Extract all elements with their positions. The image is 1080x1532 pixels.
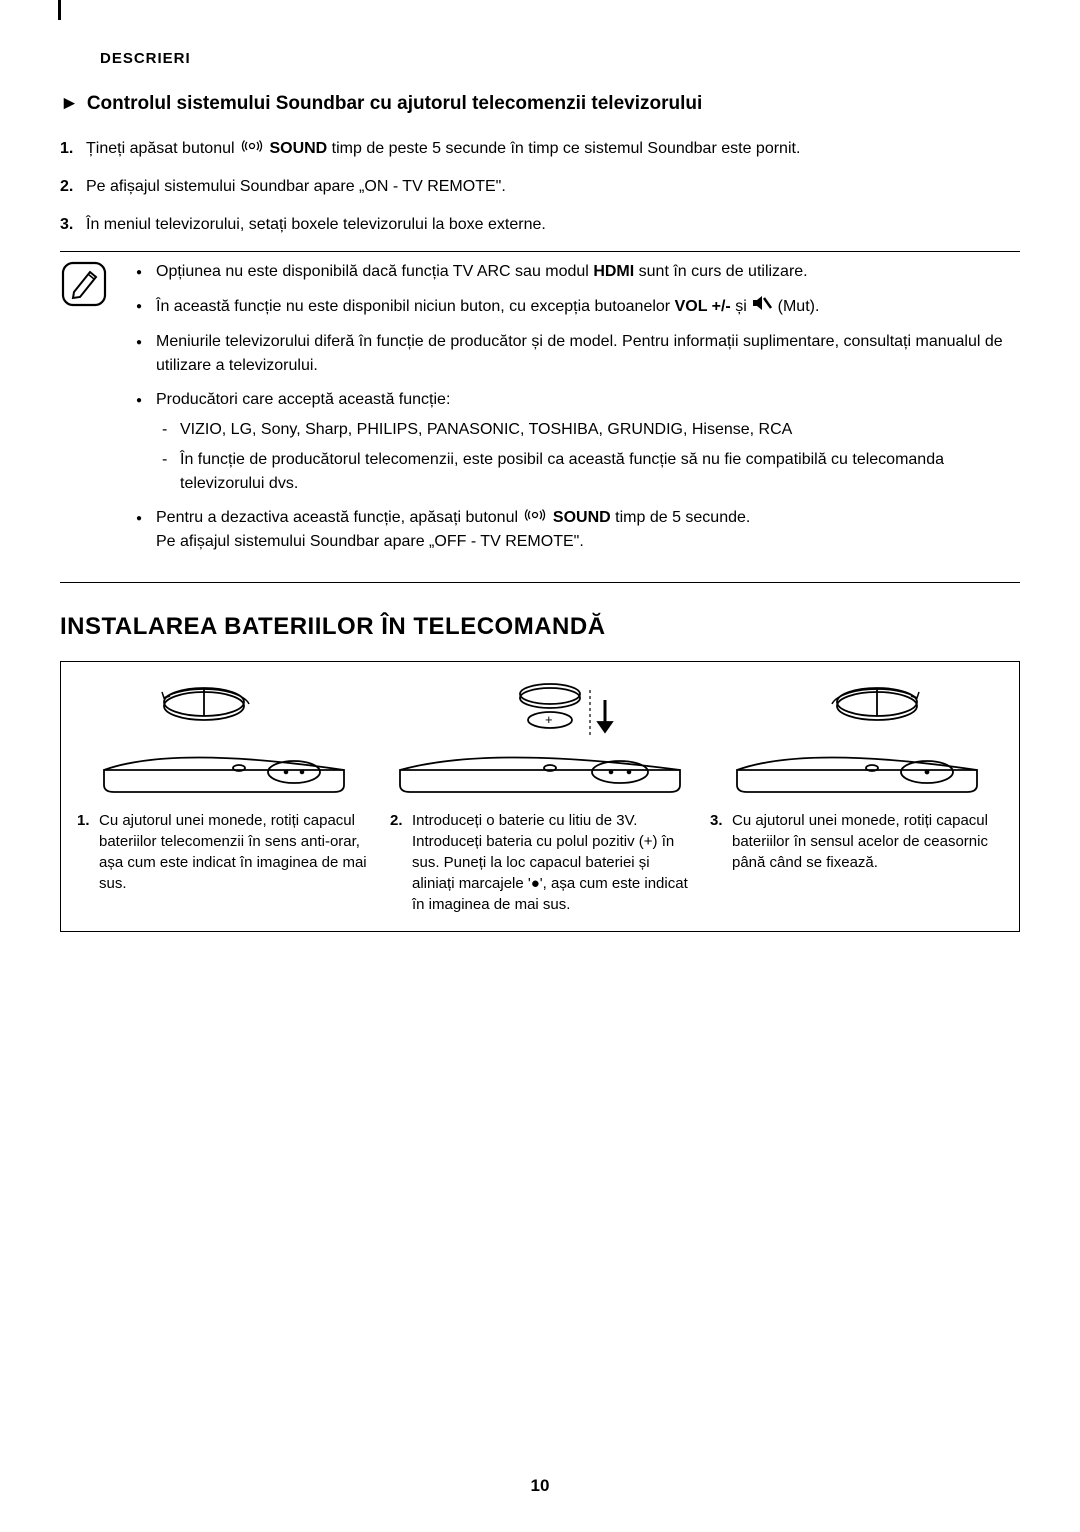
step-3: În meniul televizorului, setați boxele t…	[60, 213, 1020, 237]
note-4-sub-2: În funcție de producătorul telecomenzii,…	[156, 448, 1020, 496]
control-steps-list: Țineți apăsat butonul SOUND timp de pest…	[60, 137, 1020, 237]
page-top-marker	[58, 0, 61, 20]
battery-caption-2: 2. Introduceți o baterie cu litiu de 3V.…	[390, 810, 690, 915]
step-1: Țineți apăsat butonul SOUND timp de pest…	[60, 137, 1020, 161]
note-top-divider	[60, 251, 1020, 252]
svg-text:+: +	[545, 712, 553, 727]
page-number: 10	[0, 1476, 1080, 1496]
battery-diagram-2: +	[390, 680, 690, 800]
step-2: Pe afișajul sistemului Soundbar apare „O…	[60, 175, 1020, 199]
section-label: DESCRIERI	[100, 50, 1020, 67]
note-bottom-divider	[60, 582, 1020, 583]
battery-heading: INSTALAREA BATERIILOR ÎN TELECOMANDĂ	[60, 613, 1020, 641]
note-2: În această funcție nu este disponibil ni…	[136, 294, 1020, 320]
sound-icon	[524, 506, 546, 530]
note-5: Pentru a dezactiva această funcție, apăs…	[136, 506, 1020, 554]
sound-icon	[241, 137, 263, 161]
battery-caption-1: 1. Cu ajutorul unei monede, rotiți capac…	[77, 810, 370, 894]
battery-col-1: 1. Cu ajutorul unei monede, rotiți capac…	[77, 680, 370, 915]
note-4: Producători care acceptă această funcție…	[136, 388, 1020, 496]
battery-caption-3: 3. Cu ajutorul unei monede, rotiți capac…	[710, 810, 1003, 873]
note-list: Opțiunea nu este disponibilă dacă funcți…	[136, 260, 1020, 564]
note-3: Meniurile televizorului diferă în funcți…	[136, 330, 1020, 378]
caption-number-1: 1.	[77, 810, 90, 831]
control-subheading: ► Controlul sistemului Soundbar cu ajutor…	[60, 93, 1020, 115]
note-box: Opțiunea nu este disponibilă dacă funcți…	[60, 260, 1020, 564]
caption-number-2: 2.	[390, 810, 403, 831]
battery-diagram-1	[77, 680, 370, 800]
battery-diagram-3	[710, 680, 1003, 800]
battery-instruction-box: 1. Cu ajutorul unei monede, rotiți capac…	[60, 661, 1020, 932]
note-pencil-icon	[60, 260, 108, 308]
note-4-sub-1: VIZIO, LG, Sony, Sharp, PHILIPS, PANASON…	[156, 418, 1020, 442]
mute-icon	[751, 294, 773, 320]
play-arrow-icon: ►	[60, 93, 79, 114]
note-1: Opțiunea nu este disponibilă dacă funcți…	[136, 260, 1020, 284]
control-heading-text: Controlul sistemului Soundbar cu ajutoru…	[87, 93, 702, 114]
caption-number-3: 3.	[710, 810, 723, 831]
battery-col-3: 3. Cu ajutorul unei monede, rotiți capac…	[710, 680, 1003, 915]
battery-col-2: + 2. Introduceți o baterie cu	[390, 680, 690, 915]
note-4-sublist: VIZIO, LG, Sony, Sharp, PHILIPS, PANASON…	[156, 418, 1020, 496]
